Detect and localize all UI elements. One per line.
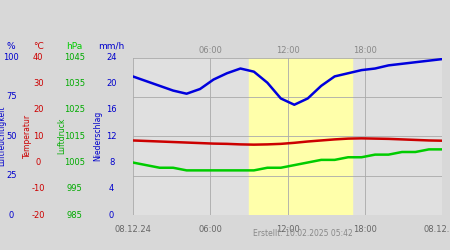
Text: 12:00: 12:00 — [276, 225, 299, 234]
Bar — [249, 58, 352, 215]
Text: 06:00: 06:00 — [198, 46, 222, 55]
Text: 18:00: 18:00 — [353, 46, 377, 55]
Text: 0: 0 — [36, 158, 41, 167]
Text: 12:00: 12:00 — [276, 46, 299, 55]
Text: 08.12.24: 08.12.24 — [424, 225, 450, 234]
Text: 50: 50 — [6, 132, 17, 141]
Text: 1035: 1035 — [64, 79, 85, 88]
Text: 8: 8 — [109, 158, 114, 167]
Text: 1005: 1005 — [64, 158, 85, 167]
Text: 75: 75 — [6, 92, 17, 102]
Text: %: % — [7, 42, 16, 51]
Text: 20: 20 — [33, 106, 44, 114]
Text: Niederschlag: Niederschlag — [94, 111, 103, 162]
Text: 985: 985 — [66, 210, 82, 220]
Text: 12: 12 — [106, 132, 117, 141]
Text: 0: 0 — [9, 210, 14, 220]
Text: Temperatur: Temperatur — [23, 114, 32, 158]
Text: 995: 995 — [67, 184, 82, 193]
Text: mm/h: mm/h — [99, 42, 125, 51]
Text: 08.12.24: 08.12.24 — [114, 225, 151, 234]
Text: hPa: hPa — [66, 42, 82, 51]
Text: 4: 4 — [109, 184, 114, 193]
Text: 0: 0 — [109, 210, 114, 220]
Text: 20: 20 — [106, 79, 117, 88]
Text: 30: 30 — [33, 79, 44, 88]
Text: 40: 40 — [33, 53, 44, 62]
Text: 1015: 1015 — [64, 132, 85, 141]
Text: 18:00: 18:00 — [353, 225, 377, 234]
Text: 100: 100 — [4, 53, 19, 62]
Text: -20: -20 — [32, 210, 45, 220]
Text: Erstellt: 10.02.2025 05:42: Erstellt: 10.02.2025 05:42 — [253, 228, 353, 237]
Text: 1045: 1045 — [64, 53, 85, 62]
Text: 25: 25 — [6, 171, 17, 180]
Text: 24: 24 — [106, 53, 117, 62]
Text: Luftdruck: Luftdruck — [57, 118, 66, 154]
Text: 16: 16 — [106, 106, 117, 114]
Text: 1025: 1025 — [64, 106, 85, 114]
Text: 06:00: 06:00 — [198, 225, 222, 234]
Text: 10: 10 — [33, 132, 44, 141]
Text: -10: -10 — [32, 184, 45, 193]
Text: °C: °C — [33, 42, 44, 51]
Text: Luftfeuchtigkeit: Luftfeuchtigkeit — [0, 106, 6, 166]
